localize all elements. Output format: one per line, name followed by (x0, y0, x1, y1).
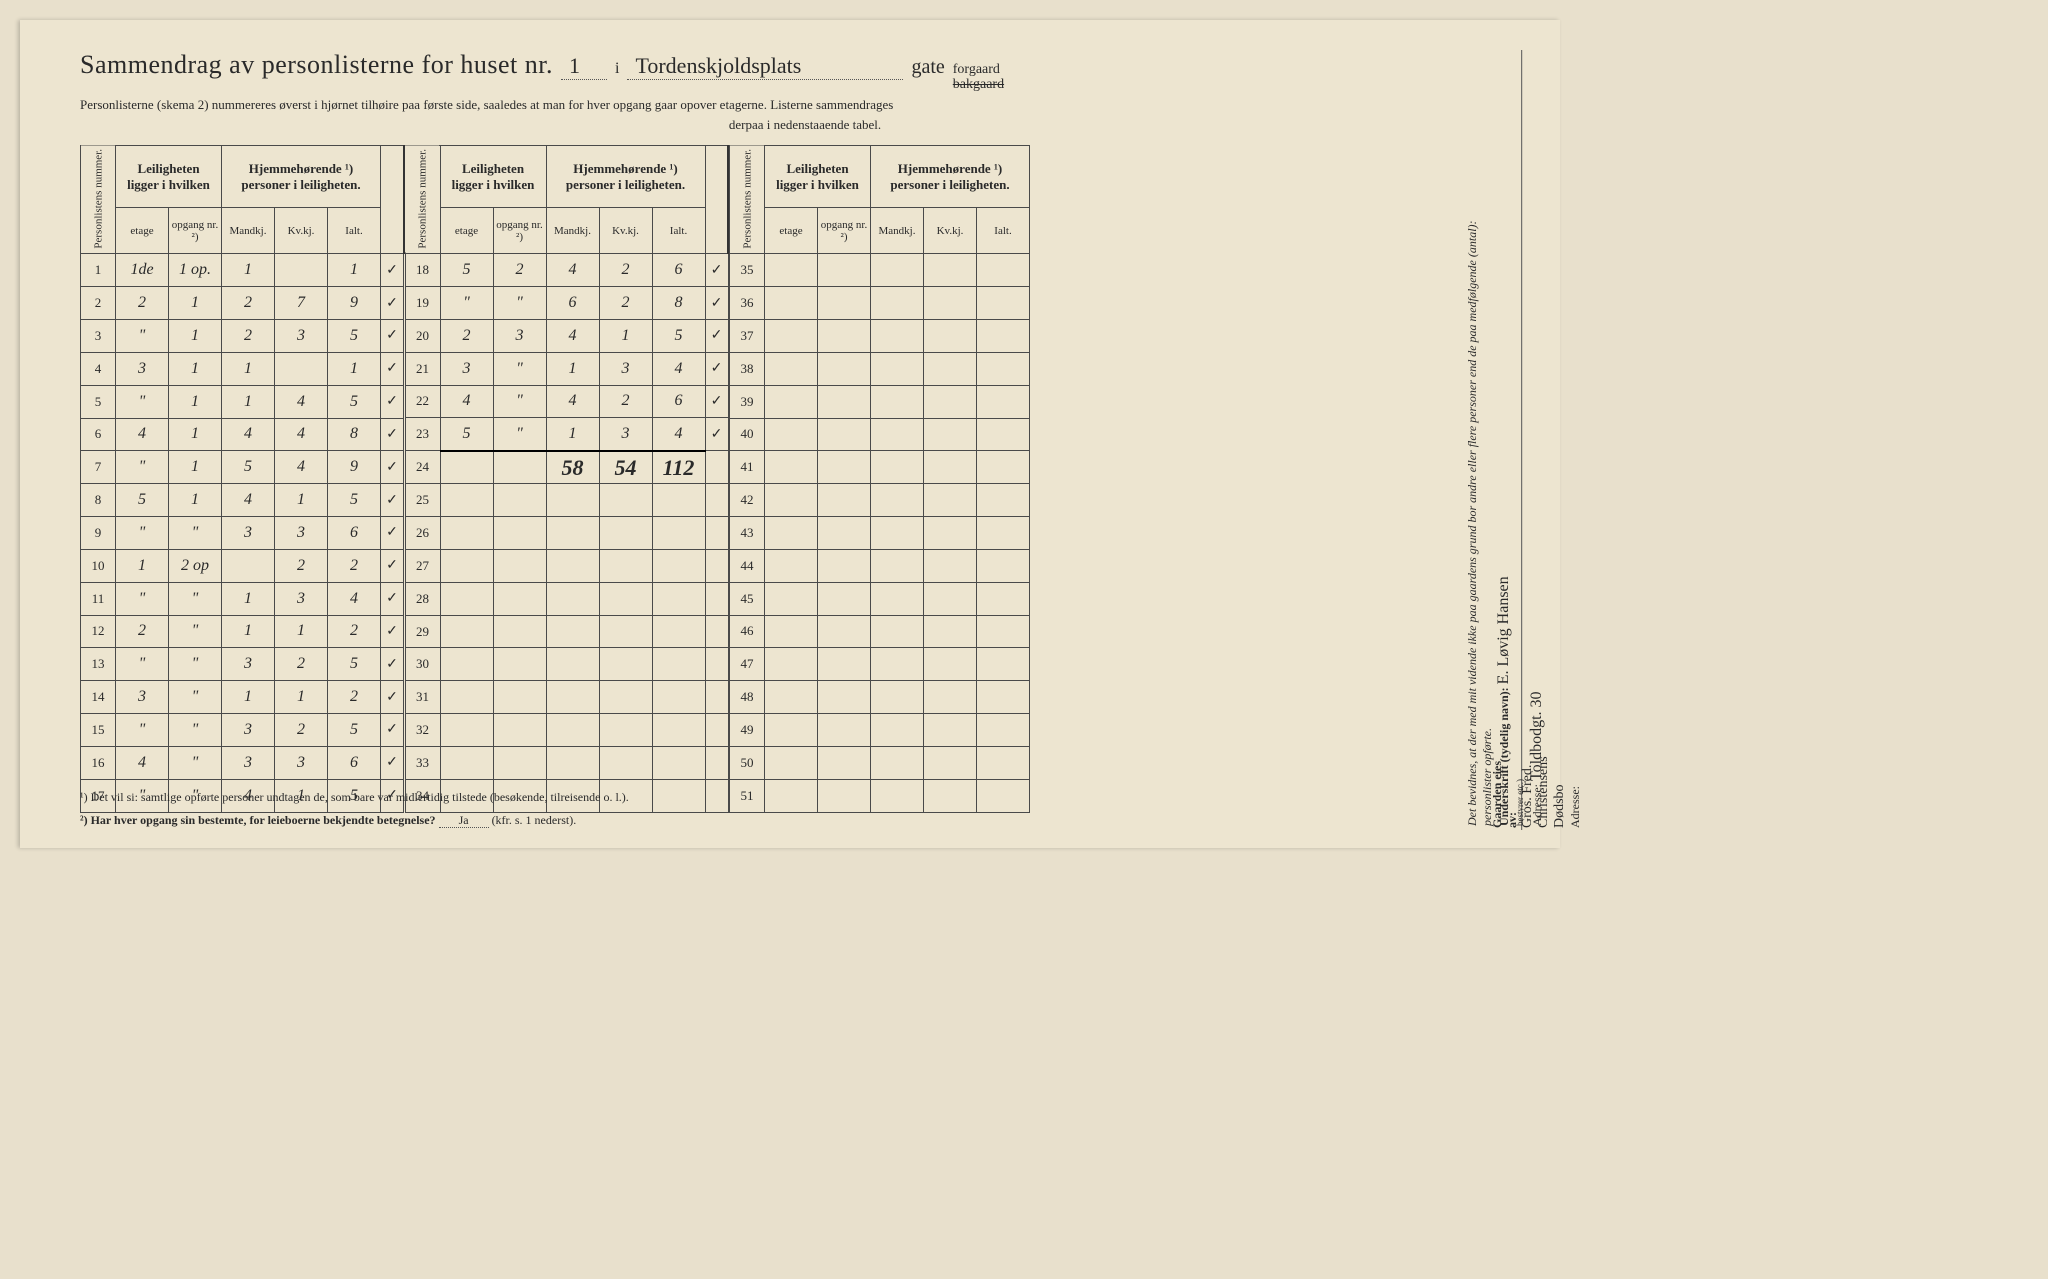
col-kvkj: Kv.kj. (275, 208, 328, 254)
house-number: 1 (561, 53, 607, 80)
table-row: 15""325✓ (81, 713, 404, 746)
bevidnes-text: Det bevidnes, at der med mit vidende ikk… (1465, 220, 1546, 826)
table-row: 235"134✓ (405, 418, 728, 451)
col-leilighet-2: Leiligheten ligger i hvilken (440, 145, 546, 208)
table-row: 7"1549✓ (81, 451, 404, 484)
bakgaard: bakgaard (953, 77, 1004, 92)
in-label: i (615, 60, 619, 78)
table-row: 1012 op22✓ (81, 549, 404, 582)
table-row: 47 (730, 648, 1030, 681)
form-title: Sammendrag av personlisterne for huset n… (80, 50, 553, 80)
col-etage: etage (116, 208, 169, 254)
table-row: 143"112✓ (81, 681, 404, 714)
forgaard: forgaard (953, 62, 1000, 77)
table-row: 46 (730, 615, 1030, 648)
subtitle-2: derpaa i nedenstaaende tabel. (80, 117, 1530, 133)
table-row: 641448✓ (81, 418, 404, 451)
col-leilighet-3: Leiligheten ligger i hvilken (765, 145, 871, 208)
owner-panel: Gaarden eies av: Gros. Fred. Christensen… (1490, 748, 1548, 828)
col-personlist: Personlistens nummer. (81, 145, 116, 254)
table-row: 224"426✓ (405, 385, 728, 418)
table-row: 3"1235✓ (81, 320, 404, 353)
table-row: 40 (730, 418, 1030, 451)
table-row: 851415✓ (81, 484, 404, 517)
census-form-page: Sammendrag av personlisterne for huset n… (20, 20, 1560, 848)
col-ialt: Ialt. (328, 208, 381, 254)
table-row: 25 (405, 484, 728, 517)
census-table: Personlistens nummer. Leiligheten ligger… (80, 145, 1530, 782)
table-row: 49 (730, 713, 1030, 746)
street-name: Tordenskjoldsplats (627, 53, 903, 80)
footnote-2: ²) Har hver opgang sin bestemte, for lei… (80, 813, 1530, 828)
table-row: 19""628✓ (405, 287, 728, 320)
col-mandkj: Mandkj. (222, 208, 275, 254)
table-row: 32 (405, 714, 728, 747)
table-row: 33 (405, 746, 728, 779)
table-section-1: Personlistens nummer. Leiligheten ligger… (80, 145, 405, 813)
subtitle-1: Personlisterne (skema 2) nummereres øver… (80, 97, 1530, 113)
col-hjemme-3: Hjemmehørende ¹) personer i leiligheten. (871, 145, 1030, 208)
table-row: 43111✓ (81, 352, 404, 385)
table-row: 36 (730, 287, 1030, 320)
table-row: 213"134✓ (405, 352, 728, 385)
table-row: 221279✓ (81, 287, 404, 320)
table-row: 29 (405, 615, 728, 648)
col-personlist-2: Personlistens nummer. (405, 145, 440, 254)
table-row: 43 (730, 517, 1030, 550)
table-row: 39 (730, 385, 1030, 418)
table-row: 9""336✓ (81, 517, 404, 550)
col-hjemme: Hjemmehørende ¹) personer i leiligheten. (222, 145, 381, 208)
col-personlist-3: Personlistens nummer. (730, 145, 765, 254)
right-signature-panel: Det bevidnes, at der med mit vidende ikk… (1490, 50, 1548, 830)
table-row: 2023415✓ (405, 319, 728, 352)
col-hjemme-2: Hjemmehørende ¹) personer i leiligheten. (546, 145, 705, 208)
table-row: 38 (730, 352, 1030, 385)
table-row: 35 (730, 254, 1030, 287)
table-row: 30 (405, 648, 728, 681)
table-row: 245854112 (405, 451, 728, 484)
table-row: 1852426✓ (405, 254, 728, 287)
table-row: 11de1 op.11✓ (81, 254, 404, 287)
col-leilighet: Leiligheten ligger i hvilken (116, 145, 222, 208)
table-row: 27 (405, 550, 728, 583)
table-row: 44 (730, 549, 1030, 582)
table-row: 13""325✓ (81, 648, 404, 681)
table-row: 45 (730, 582, 1030, 615)
col-opgang: opgang nr. ²) (169, 208, 222, 254)
table-row: 42 (730, 484, 1030, 517)
table-row: 51 (730, 779, 1030, 812)
footnote-2-answer: Ja (439, 813, 489, 828)
table-row: 164"336✓ (81, 746, 404, 779)
table-row: 5"1145✓ (81, 385, 404, 418)
table-row: 31 (405, 681, 728, 714)
table-section-3: Personlistens nummer. Leiligheten ligger… (729, 145, 1030, 813)
gate-options: forgaard bakgaard (953, 62, 1004, 93)
table-row: 50 (730, 746, 1030, 779)
table-row: 11""134✓ (81, 582, 404, 615)
gate-label: gate (911, 56, 944, 79)
table-section-2: Personlistens nummer. Leiligheten ligger… (405, 145, 730, 813)
table-row: 41 (730, 451, 1030, 484)
table-row: 26 (405, 517, 728, 550)
table-row: 48 (730, 681, 1030, 714)
table-row: 37 (730, 320, 1030, 353)
form-header: Sammendrag av personlisterne for huset n… (80, 50, 1530, 93)
table-row: 122"112✓ (81, 615, 404, 648)
table-row: 28 (405, 582, 728, 615)
